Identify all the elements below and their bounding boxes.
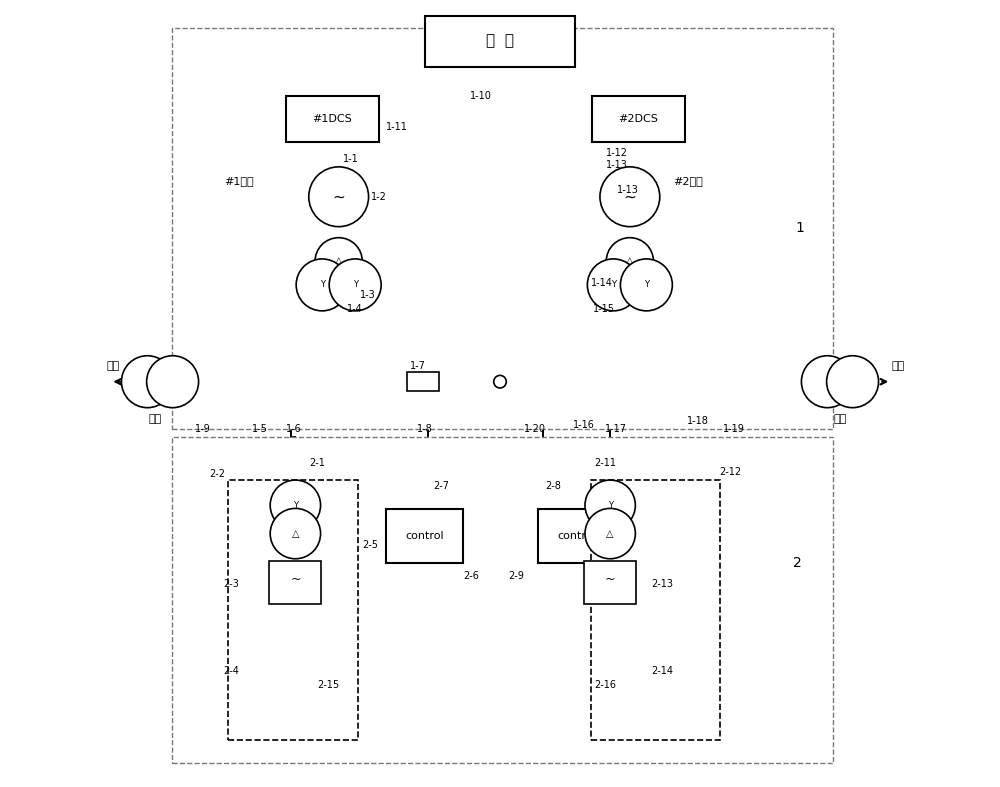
Circle shape [587,259,639,311]
Bar [172,28,833,429]
Text: 2-15: 2-15 [317,680,340,689]
Text: 2-2: 2-2 [209,469,225,478]
Bar [407,372,439,391]
Circle shape [315,238,362,285]
Text: Y: Y [608,501,613,510]
Text: 1-9: 1-9 [195,424,210,434]
Text: △: △ [335,257,342,266]
Circle shape [801,356,853,408]
Text: 电网: 电网 [107,361,120,371]
Text: 主变: 主变 [149,415,162,424]
Text: 2-6: 2-6 [463,571,479,581]
Text: 2: 2 [793,556,802,570]
Text: 1-20: 1-20 [524,424,546,434]
Text: 2-9: 2-9 [508,571,524,581]
Text: 2-8: 2-8 [546,482,562,491]
Bar [591,480,720,740]
Text: ~: ~ [605,573,615,586]
Text: 1-5: 1-5 [252,424,268,434]
Text: 2-12: 2-12 [719,467,741,477]
Circle shape [270,480,321,530]
Text: 1-8: 1-8 [417,424,433,434]
Text: 1-6: 1-6 [286,424,302,434]
Text: #2机组: #2机组 [673,176,703,186]
Circle shape [329,259,381,311]
Circle shape [309,167,369,227]
Text: 1-14: 1-14 [591,279,612,288]
Text: control: control [557,531,596,541]
Text: Y: Y [320,280,325,290]
Circle shape [585,508,635,559]
Text: ~: ~ [290,573,301,586]
Text: 电网: 电网 [891,361,904,371]
Text: ~: ~ [623,189,636,205]
Text: △: △ [606,529,614,538]
Text: Y: Y [611,280,616,290]
Circle shape [620,259,672,311]
Text: #2DCS: #2DCS [619,114,658,124]
Circle shape [121,356,173,408]
Text: 1-1: 1-1 [343,154,358,164]
Text: 1-2: 1-2 [371,192,387,201]
Circle shape [270,508,321,559]
Text: 1-10: 1-10 [470,91,492,101]
Text: 1-13: 1-13 [616,186,638,195]
Text: 1-19: 1-19 [723,424,745,434]
Bar [172,437,833,763]
Text: 2-13: 2-13 [651,579,673,589]
Text: control: control [405,531,444,541]
Text: 主变: 主变 [833,415,847,424]
Text: 2-11: 2-11 [594,458,616,467]
Text: 1-3: 1-3 [360,290,376,300]
Text: 1-15: 1-15 [593,304,615,313]
Circle shape [827,356,879,408]
Text: ~: ~ [332,189,345,205]
Text: 2-14: 2-14 [651,666,673,675]
Circle shape [600,167,660,227]
Text: 2-7: 2-7 [433,482,449,491]
Text: 2-16: 2-16 [594,680,616,689]
Text: 1-12: 1-12 [606,149,628,158]
Text: △: △ [626,257,634,266]
Text: 2-5: 2-5 [362,540,378,549]
Text: Y: Y [293,501,298,510]
Text: 调  度: 调 度 [486,33,514,49]
Text: 2-10: 2-10 [616,540,638,549]
Text: #1DCS: #1DCS [312,114,352,124]
Text: 2-4: 2-4 [223,666,239,675]
Circle shape [585,480,635,530]
Text: 1-16: 1-16 [573,420,595,430]
Circle shape [606,238,653,285]
Text: 2-3: 2-3 [223,579,239,589]
Bar [228,480,358,740]
Text: 1: 1 [796,221,805,235]
Text: 1-13: 1-13 [606,161,628,170]
Text: #1机组: #1机组 [225,176,254,186]
Text: 1-4: 1-4 [347,304,362,313]
Text: Y: Y [644,280,649,290]
Circle shape [296,259,348,311]
Text: △: △ [292,529,299,538]
Circle shape [494,375,506,388]
Text: 1-11: 1-11 [386,123,408,132]
Bar [592,96,685,142]
Bar [269,561,321,604]
Bar [425,16,575,67]
Text: 1-7: 1-7 [409,361,425,371]
Bar [286,96,379,142]
Text: 2-1: 2-1 [310,458,325,467]
Bar [584,561,636,604]
Text: Y: Y [353,280,358,290]
Bar [386,509,463,563]
Text: 1-18: 1-18 [687,416,709,426]
Circle shape [147,356,199,408]
Text: 1-17: 1-17 [605,424,627,434]
Bar [538,509,615,563]
